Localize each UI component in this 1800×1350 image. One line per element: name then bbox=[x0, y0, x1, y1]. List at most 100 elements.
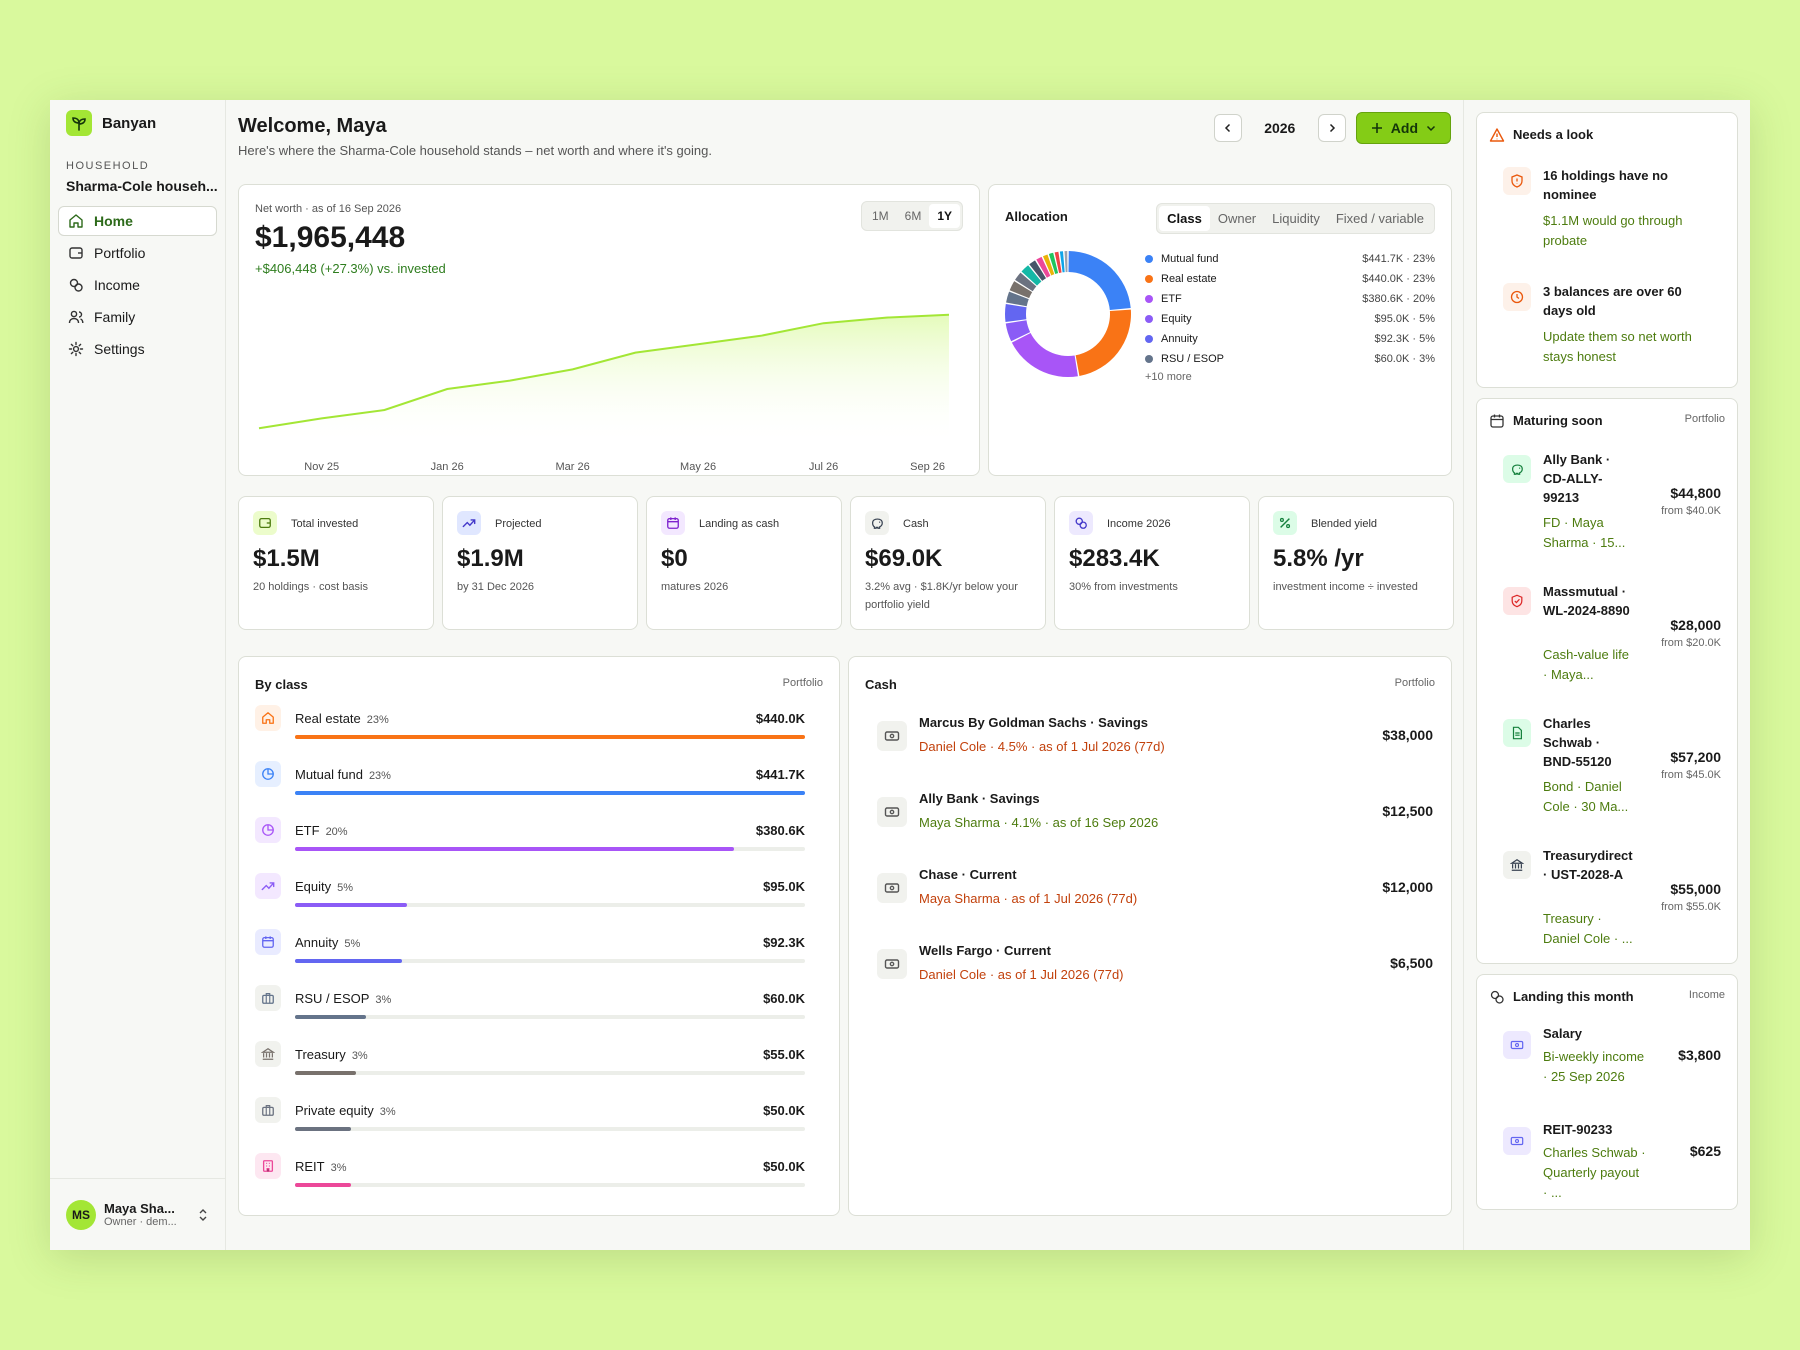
cash-row[interactable]: Chase · Current Maya Sharma · as of 1 Jul… bbox=[877, 867, 1433, 929]
class-row[interactable]: REIT 3% $50.0K bbox=[255, 1153, 821, 1209]
donut-slice[interactable] bbox=[1029, 260, 1047, 281]
brand[interactable]: Banyan bbox=[50, 100, 225, 146]
range-1y[interactable]: 1Y bbox=[929, 204, 960, 228]
class-bar-fill bbox=[295, 1015, 367, 1019]
donut-slice[interactable] bbox=[1021, 265, 1042, 286]
class-row[interactable]: Equity 5% $95.0K bbox=[255, 873, 821, 929]
class-name: Treasury bbox=[295, 1047, 346, 1062]
donut-slice[interactable] bbox=[1005, 303, 1027, 322]
donut-slice[interactable] bbox=[1048, 252, 1059, 274]
stat-card[interactable]: Projected $1.9M by 31 Dec 2026 bbox=[442, 496, 638, 630]
cash-row[interactable]: Ally Bank · Savings Maya Sharma · 4.1% · … bbox=[877, 791, 1433, 853]
donut-slice[interactable] bbox=[1064, 251, 1068, 273]
landing-item[interactable]: REIT-90233 Charles Schwab · Quarterly pay… bbox=[1503, 1121, 1721, 1201]
banknote-icon bbox=[884, 883, 900, 893]
maturing-icon bbox=[1503, 719, 1531, 747]
maturing-item[interactable]: Charles Schwab · BND-55120 Bond · Daniel … bbox=[1503, 715, 1721, 825]
tab-fixed-variable[interactable]: Fixed / variable bbox=[1335, 211, 1424, 226]
donut-slice[interactable] bbox=[1075, 309, 1131, 376]
nav-label-income: Income bbox=[94, 277, 140, 293]
nav-label-home: Home bbox=[94, 213, 133, 229]
class-row[interactable]: ETF 20% $380.6K bbox=[255, 817, 821, 873]
donut-slice[interactable] bbox=[1015, 272, 1037, 292]
class-row[interactable]: RSU / ESOP 3% $60.0K bbox=[255, 985, 821, 1041]
cash-row[interactable]: Marcus By Goldman Sachs · Savings Daniel … bbox=[877, 715, 1433, 777]
coins-icon bbox=[1490, 990, 1504, 1004]
net-worth-area bbox=[259, 314, 949, 445]
landing-income-link[interactable]: Income bbox=[1688, 989, 1725, 1001]
tab-owner[interactable]: Owner bbox=[1217, 211, 1257, 226]
maturing-meta: Bond · Daniel Cole · 30 Ma... bbox=[1543, 779, 1629, 815]
donut-slice[interactable] bbox=[1005, 320, 1031, 342]
prev-year-button[interactable] bbox=[1213, 114, 1242, 142]
class-bar-track bbox=[295, 1071, 805, 1075]
donut-slice[interactable] bbox=[1036, 256, 1051, 278]
user-switcher[interactable]: MS Maya Sha... Owner · dem... bbox=[50, 1178, 225, 1250]
next-year-button[interactable] bbox=[1317, 114, 1346, 142]
landing-item[interactable]: Salary Bi-weekly income · 25 Sep 2026 $3,8… bbox=[1503, 1025, 1721, 1105]
stat-icon bbox=[457, 511, 481, 535]
cash-portfolio-link[interactable]: Portfolio bbox=[1394, 677, 1435, 689]
donut-slice[interactable] bbox=[1011, 333, 1078, 377]
stat-sub: investment income ÷ invested bbox=[1273, 581, 1418, 593]
donut-slice[interactable] bbox=[1054, 251, 1062, 273]
maturing-name: Charles Schwab · BND-55120 bbox=[1543, 716, 1612, 769]
legend-more-link[interactable]: +10 more bbox=[1145, 371, 1192, 383]
maturing-item[interactable]: Ally Bank · CD-ALLY-99213 FD · Maya Sharm… bbox=[1503, 451, 1721, 561]
stat-icon bbox=[661, 511, 685, 535]
maturing-portfolio-link[interactable]: Portfolio bbox=[1684, 413, 1725, 425]
class-percent: 20% bbox=[325, 826, 348, 838]
by-class-portfolio-link[interactable]: Portfolio bbox=[782, 677, 823, 689]
tab-liquidity[interactable]: Liquidity bbox=[1272, 211, 1320, 226]
range-6m[interactable]: 6M bbox=[904, 209, 922, 223]
stat-card[interactable]: Cash $69.0K 3.2% avg · $1.8K/yr below your… bbox=[850, 496, 1046, 630]
nav-label-settings: Settings bbox=[94, 341, 145, 357]
maturing-name: Ally Bank · CD-ALLY-99213 bbox=[1543, 452, 1611, 505]
nav-item-portfolio[interactable]: Portfolio bbox=[58, 238, 217, 268]
class-value: $440.0K bbox=[755, 711, 805, 726]
legend-name: Real estate bbox=[1161, 273, 1217, 285]
donut-slice[interactable] bbox=[1006, 291, 1029, 307]
donut-slice[interactable] bbox=[1059, 251, 1065, 273]
stat-value: $0 bbox=[661, 545, 688, 572]
class-row[interactable]: Mutual fund 23% $441.7K bbox=[255, 761, 821, 817]
net-worth-delta: +$406,448 (+27.3%) vs. invested bbox=[255, 261, 446, 276]
nav-item-income[interactable]: Income bbox=[58, 270, 217, 300]
legend-name: Equity bbox=[1161, 313, 1192, 325]
legend-swatch bbox=[1145, 295, 1153, 303]
banknote-icon bbox=[884, 959, 900, 969]
add-button[interactable]: Add bbox=[1355, 112, 1451, 144]
stat-card[interactable]: Blended yield 5.8% /yr investment income ÷… bbox=[1258, 496, 1454, 630]
class-row[interactable]: Treasury 3% $55.0K bbox=[255, 1041, 821, 1097]
nav-item-settings[interactable]: Settings bbox=[58, 334, 217, 364]
class-row[interactable]: Real estate 23% $440.0K bbox=[255, 705, 821, 761]
cash-row[interactable]: Wells Fargo · Current Daniel Cole · as of… bbox=[877, 943, 1433, 1005]
class-bar-track bbox=[295, 903, 805, 907]
donut-slice[interactable] bbox=[1009, 281, 1033, 299]
legend-value: $441.7K · 23% bbox=[1362, 253, 1435, 265]
maturing-item[interactable]: Massmutual · WL-2024-8890 Cash-value life… bbox=[1503, 583, 1721, 693]
class-bar-fill bbox=[295, 903, 408, 907]
donut-slice[interactable] bbox=[1068, 251, 1131, 311]
nav-item-family[interactable]: Family bbox=[58, 302, 217, 332]
household-name[interactable]: Sharma-Cole househ... bbox=[66, 178, 218, 194]
landing-meta: Charles Schwab · Quarterly payout · ... bbox=[1543, 1145, 1646, 1201]
maturing-item[interactable]: Treasurydirect · UST-2028-A Treasury · Da… bbox=[1503, 847, 1721, 957]
stat-card[interactable]: Landing as cash $0 matures 2026 bbox=[646, 496, 842, 630]
nav-item-home[interactable]: Home bbox=[58, 206, 217, 236]
class-name-wrap: Mutual fund 23% bbox=[295, 767, 391, 782]
range-1m[interactable]: 1M bbox=[871, 209, 889, 223]
class-bar-fill bbox=[295, 791, 805, 795]
legend-item: RSU / ESOP $60.0K · 3% bbox=[1145, 349, 1435, 369]
stat-card[interactable]: Income 2026 $283.4K 30% from investments bbox=[1054, 496, 1250, 630]
class-row[interactable]: Private equity 3% $50.0K bbox=[255, 1097, 821, 1153]
class-percent: 3% bbox=[351, 1050, 368, 1062]
year-controls: 2026 Add bbox=[1213, 112, 1451, 144]
donut-slice[interactable] bbox=[1042, 254, 1055, 276]
alert-stale-balances[interactable]: 3 balances are over 60 days old Update t… bbox=[1503, 283, 1717, 383]
tab-class[interactable]: Class bbox=[1159, 206, 1210, 231]
alert-no-nominee[interactable]: 16 holdings have no nominee $1.1M would … bbox=[1503, 167, 1717, 267]
stat-card[interactable]: Total invested $1.5M 20 holdings · cost ba… bbox=[238, 496, 434, 630]
class-row[interactable]: Annuity 5% $92.3K bbox=[255, 929, 821, 985]
bank-icon bbox=[261, 1048, 275, 1060]
